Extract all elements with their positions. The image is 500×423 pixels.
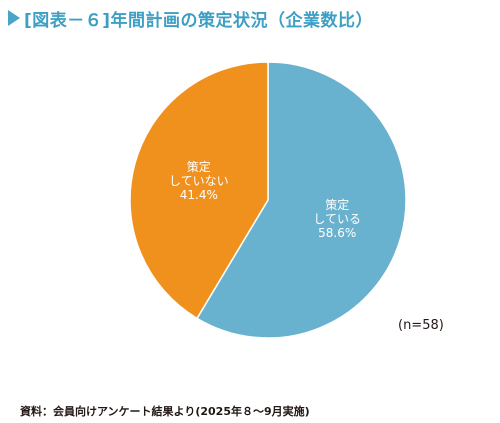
slice-label-0: 策定している 58.6% [313, 197, 361, 240]
source-note: 資料：会員向けアンケート結果より(2025年８～9月実施) [20, 405, 310, 418]
slice-label-1: 策定していない 41.4% [169, 159, 229, 202]
sample-size-note: (n=58) [398, 318, 444, 333]
slice-category-label: している [313, 212, 361, 226]
slice-value-label: 41.4% [180, 188, 218, 202]
pie-slice-1 [129, 61, 269, 320]
slice-value-label: 58.6% [318, 226, 356, 240]
triangle-marker-icon [8, 10, 20, 26]
pie-slice-0 [195, 61, 407, 339]
chart-title: [図表－６]年間計画の策定状況（企業数比） [24, 10, 374, 31]
slice-category-label: 策定 [187, 159, 211, 174]
slice-category-label: していない [169, 174, 229, 188]
chart-title-row: [図表－６]年間計画の策定状況（企業数比） [8, 4, 373, 32]
slice-category-label: 策定 [325, 197, 349, 212]
